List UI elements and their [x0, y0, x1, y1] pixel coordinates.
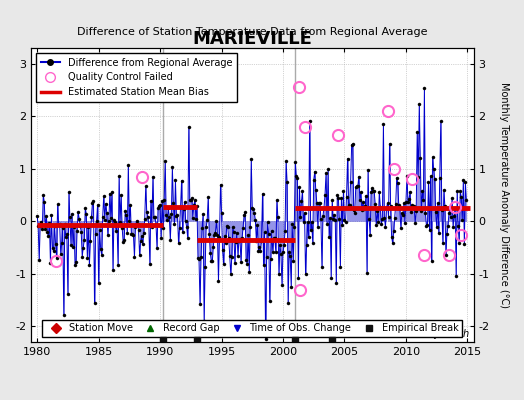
Title: MARIEVILLE: MARIEVILLE: [192, 30, 312, 48]
Difference from Regional Average: [48, 213, 54, 218]
Y-axis label: Monthly Temperature Anomaly Difference (°C): Monthly Temperature Anomaly Difference (…: [499, 82, 509, 308]
Difference from Regional Average: [263, 337, 269, 342]
Difference from Regional Average: [225, 236, 232, 240]
Difference from Regional Average: [421, 86, 428, 90]
Difference from Regional Average: [246, 270, 253, 274]
Text: Difference of Station Temperature Data from Regional Average: Difference of Station Temperature Data f…: [77, 28, 428, 38]
Legend: Station Move, Record Gap, Time of Obs. Change, Empirical Break: Station Move, Record Gap, Time of Obs. C…: [42, 320, 462, 337]
Difference from Regional Average: [34, 213, 40, 218]
Difference from Regional Average: [388, 234, 395, 239]
Line: Difference from Regional Average: Difference from Regional Average: [36, 86, 468, 341]
Text: Berkeley Earth: Berkeley Earth: [397, 329, 469, 339]
Difference from Regional Average: [463, 198, 470, 203]
Difference from Regional Average: [178, 205, 184, 210]
Difference from Regional Average: [447, 206, 453, 211]
